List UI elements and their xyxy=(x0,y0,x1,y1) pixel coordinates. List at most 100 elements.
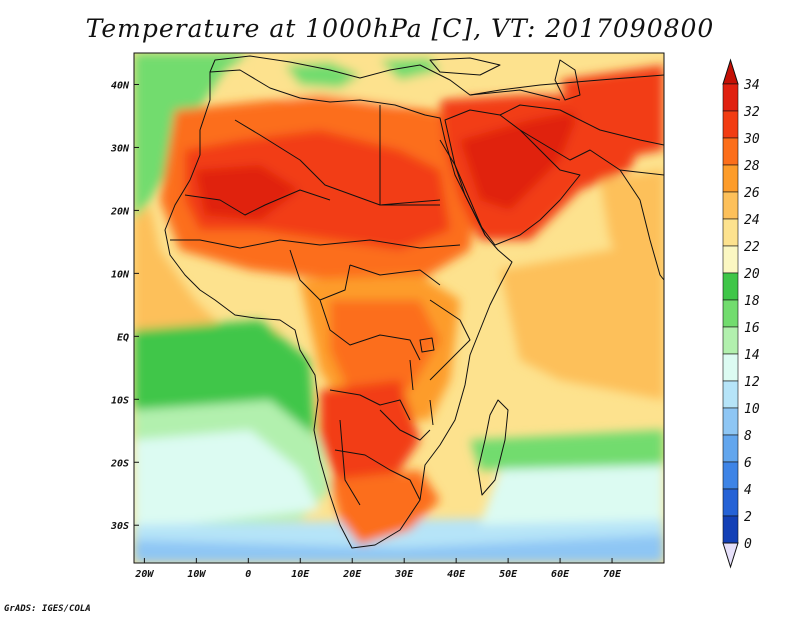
lat-tick-label: EQ xyxy=(117,332,129,343)
colorbar-swatch xyxy=(722,164,739,193)
field-southern-ocean-deep xyxy=(134,535,664,563)
field-southern-africa-warm xyxy=(330,470,440,545)
colorbar-swatch xyxy=(722,380,739,409)
latitude-axis: 40N 30N 20N 10N EQ 10S 20S 30S xyxy=(110,80,139,532)
caspian-sea xyxy=(554,59,581,101)
field-indian-tropical xyxy=(500,240,664,400)
field-congo-hot xyxy=(330,300,440,395)
colorbar-above-max-arrow xyxy=(722,58,739,85)
colorbar-label: 24 xyxy=(744,213,760,228)
colorbar-swatch xyxy=(722,137,739,166)
colorbar-swatch xyxy=(722,461,739,490)
border-egypt-sudan xyxy=(379,150,440,206)
lat-tick-label: 20N xyxy=(110,206,130,217)
lon-tick-label: 10W xyxy=(187,569,206,580)
colorbar-swatch xyxy=(722,191,739,220)
lon-tick-label: 0 xyxy=(245,569,251,580)
longitude-axis: 20W 10W 0 10E 20E 30E 40E 50E 60E 70E xyxy=(134,558,622,580)
border-turkey xyxy=(469,89,561,101)
lat-tick-label: 30S xyxy=(110,521,129,532)
europe-coastline xyxy=(209,55,664,96)
lon-tick-label: 20E xyxy=(342,569,362,580)
border-namibia xyxy=(339,419,361,506)
lon-tick-label: 50E xyxy=(499,569,518,580)
colorbar-swatch xyxy=(722,353,739,382)
colorbar-swatch xyxy=(722,272,739,301)
colorbar-label: 10 xyxy=(744,402,760,417)
madagascar-coastline xyxy=(477,399,509,496)
border-iran-arabia xyxy=(499,104,664,146)
colorbar-label: 4 xyxy=(744,483,752,498)
colorbar-label: 2 xyxy=(744,510,752,525)
colorbar-swatch xyxy=(722,407,739,436)
field-south-atlantic-cool xyxy=(134,430,320,530)
border-sahel xyxy=(170,239,461,249)
lat-tick-label: 10S xyxy=(111,395,129,406)
lat-tick-label: 10N xyxy=(111,269,130,280)
lake-victoria xyxy=(419,337,435,353)
field-south-indian-pale xyxy=(480,455,664,525)
red-sea xyxy=(439,139,486,236)
colorbar-swatch xyxy=(722,218,739,247)
colorbar-label: 32 xyxy=(743,105,760,120)
colorbar-label: 12 xyxy=(744,375,760,390)
field-arabia-core xyxy=(460,110,580,210)
field-north-atlantic xyxy=(134,53,250,220)
colorbar-swatch xyxy=(722,515,739,544)
colorbar-label: 28 xyxy=(744,159,760,174)
plot-frame xyxy=(133,52,665,564)
lat-tick-label: 40N xyxy=(111,80,130,91)
lake-malawi xyxy=(429,399,434,426)
colorbar-swatch xyxy=(722,488,739,517)
colorbar-label: 20 xyxy=(744,267,760,282)
border-zambia xyxy=(379,409,431,441)
field-med-green xyxy=(285,62,360,88)
colorbar-label: 16 xyxy=(744,321,760,336)
colorbar-below-min-arrow xyxy=(722,542,739,569)
lake-tanganyika xyxy=(409,359,414,391)
lon-tick-label: 60E xyxy=(551,569,570,580)
black-sea xyxy=(429,57,501,76)
lat-tick-label: 20S xyxy=(110,458,129,469)
field-iran-hot xyxy=(560,65,664,160)
colorbar-swatch xyxy=(722,326,739,355)
lon-tick-label: 30E xyxy=(394,569,414,580)
colorbar-swatch xyxy=(722,245,739,274)
coastlines-and-borders xyxy=(164,55,664,549)
field-med-cool xyxy=(380,58,440,80)
colorbar-label: 0 xyxy=(744,537,752,552)
colorbar-label: 14 xyxy=(744,348,760,363)
colorbar-label: 30 xyxy=(743,132,760,147)
border-car-sudan xyxy=(349,264,441,286)
map-title: Temperature at 1000hPa [C], VT: 20170908… xyxy=(85,14,715,43)
border-sahara-west xyxy=(184,189,331,216)
africa-coastline xyxy=(164,69,513,549)
colorbar-label: 34 xyxy=(743,78,760,93)
field-south-indian-green xyxy=(470,430,664,470)
arabia-coastline xyxy=(444,109,581,246)
colorbar-label: 8 xyxy=(744,429,752,444)
colorbar-label: 18 xyxy=(744,294,760,309)
lat-tick-label: 30N xyxy=(110,143,130,154)
lon-tick-label: 10E xyxy=(291,569,310,580)
colorbar-label: 22 xyxy=(744,240,760,255)
persian-gulf-coast xyxy=(519,129,664,176)
lon-tick-label: 40E xyxy=(447,569,466,580)
colorbar-label: 6 xyxy=(744,456,752,471)
border-sahara-north xyxy=(234,119,441,206)
border-east-africa xyxy=(429,299,471,381)
border-congo xyxy=(319,299,421,361)
lon-tick-label: 70E xyxy=(603,569,622,580)
field-india-warm xyxy=(600,170,664,280)
colorbar-swatch xyxy=(722,83,739,112)
colorbar-label: 26 xyxy=(744,186,760,201)
colorbar-swatch xyxy=(722,299,739,328)
border-drc-angola xyxy=(329,389,411,421)
lon-tick-label: 20W xyxy=(134,569,154,580)
temperature-field xyxy=(134,53,664,563)
field-angola-hot xyxy=(320,380,420,500)
credit-label: GrADS: IGES/COLA xyxy=(4,604,91,614)
field-sahara-core xyxy=(195,165,300,220)
